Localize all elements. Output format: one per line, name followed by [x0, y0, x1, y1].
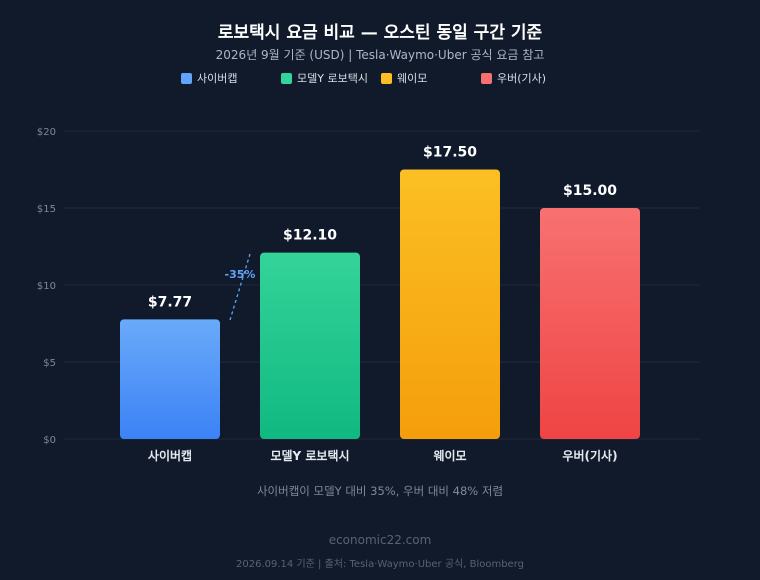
legend-item-uber: 우버(기사): [481, 71, 546, 85]
bar-2: [260, 252, 360, 439]
legend-label-cybercab: 사이버캡: [197, 72, 238, 85]
value-label: $12.10: [283, 228, 337, 244]
value-label: $15.00: [563, 183, 617, 199]
chart-title: 로보택시 요금 비교 — 오스틴 동일 구간 기준: [217, 23, 543, 43]
x-tick-label: 우버(기사): [562, 448, 617, 463]
bar-1: [120, 319, 220, 439]
bar-4: [540, 208, 640, 439]
bar-3: [400, 169, 500, 439]
insight-note: 사이버캡이 모델Y 대비 35%, 우버 대비 48% 저렴: [256, 484, 504, 498]
x-axis-ticks: 사이버캡 모델Y 로보택시 웨이모 우버(기사): [148, 448, 618, 463]
y-tick-label: $0: [43, 435, 56, 446]
value-label: $7.77: [148, 294, 192, 310]
value-labels: $7.77 $12.10 $17.50 $15.00: [148, 145, 617, 311]
legend-item-cybercab: 사이버캡: [181, 71, 237, 85]
legend-item-waymo: 웨이모: [381, 71, 427, 85]
legend-label-model-y: 모델Y 로보택시: [297, 72, 368, 85]
legend-item-model-y: 모델Y 로보택시: [281, 71, 368, 85]
y-tick-label: $5: [43, 358, 56, 369]
y-tick-label: $10: [37, 281, 56, 292]
annotation-dashed-line: [229, 253, 251, 321]
x-tick-label: 웨이모: [433, 448, 466, 463]
legend-label-uber: 우버(기사): [497, 72, 547, 85]
chart-subtitle: 2026년 9월 기준 (USD) | Tesla·Waymo·Uber 공식 …: [215, 48, 545, 62]
value-label: $17.50: [423, 145, 477, 161]
legend-label-waymo: 웨이모: [397, 72, 428, 85]
annotation: -35%: [225, 253, 256, 321]
legend-swatch-uber: [481, 72, 492, 84]
brand-url: economic22.com: [328, 533, 432, 547]
x-tick-label: 사이버캡: [148, 448, 192, 463]
bars: [120, 169, 640, 439]
annotation-label: -35%: [225, 268, 256, 281]
source-note: 2026.09.14 기준 | 출처: Tesla·Waymo·Uber 공식,…: [236, 559, 524, 570]
y-tick-label: $20: [37, 127, 56, 138]
legend-swatch-cybercab: [181, 72, 192, 84]
x-tick-label: 모델Y 로보택시: [270, 448, 349, 463]
y-tick-label: $15: [37, 204, 56, 215]
legend-swatch-model-y: [281, 72, 292, 84]
y-axis-ticks: $0 $5 $10 $15 $20: [37, 127, 56, 446]
legend-swatch-waymo: [381, 72, 392, 84]
